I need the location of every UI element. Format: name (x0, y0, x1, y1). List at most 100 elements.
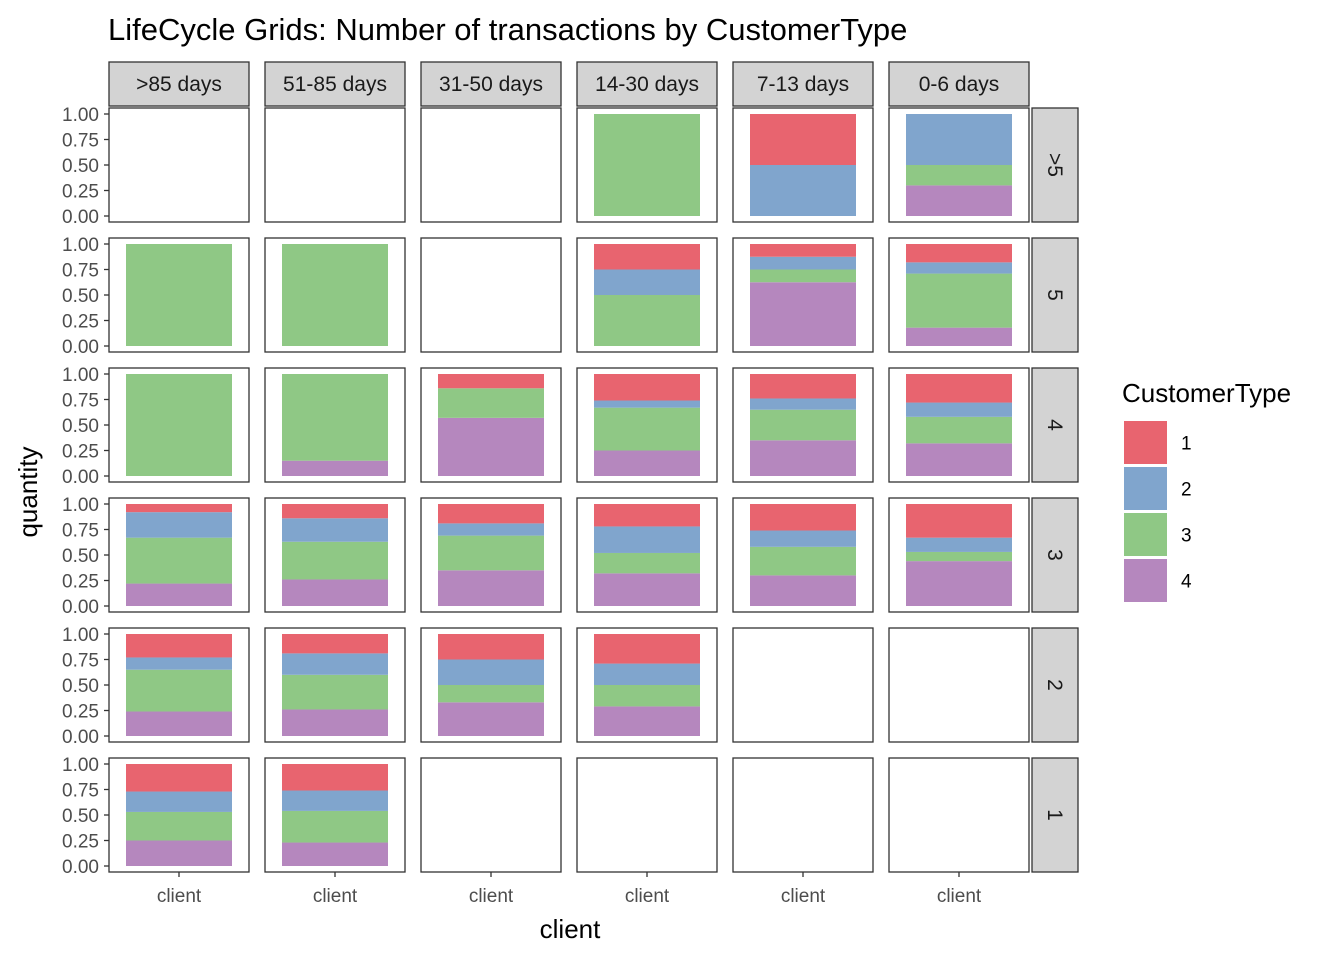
bar-segment-type-4 (906, 185, 1012, 216)
y-axis-row-5: 0.00 0.25 0.50 0.75 1.00 (62, 235, 109, 358)
bar-segment-type-2 (126, 512, 232, 538)
facet-strips: >85 days 51-85 days 31-50 days 14-30 days 7-… (108, 61, 1079, 873)
row-strip-4: 4 (1031, 367, 1079, 483)
bar-segment-type-2 (750, 256, 856, 270)
x-tick-label: client (625, 886, 670, 907)
panel-border (420, 107, 562, 223)
y-tick-label: 1.00 (62, 235, 99, 256)
bar-segment-type-3 (750, 409, 856, 441)
x-tick-label: client (781, 886, 826, 907)
bar-segment-type-2 (282, 653, 388, 675)
bar-segment-type-1 (594, 634, 700, 664)
y-tick-label: 1.00 (62, 495, 99, 516)
bar-segment-type-4 (438, 570, 544, 606)
bar-segment-type-2 (906, 402, 1012, 417)
bar-segment-type-3 (126, 537, 232, 584)
bar-segment-type-1 (594, 504, 700, 527)
bar-segment-type-2 (126, 791, 232, 812)
x-tick-label: client (469, 886, 514, 907)
row-strip-3: 3 (1031, 497, 1079, 613)
y-tick-label: 0.25 (62, 182, 99, 203)
bar-segment-type-1 (282, 504, 388, 519)
bar-segment-type-2 (282, 790, 388, 811)
legend-label: 2 (1181, 480, 1192, 501)
panel-4-14-30-days (576, 367, 718, 483)
panel-border (888, 757, 1030, 873)
bar-segment-type-3 (126, 811, 232, 841)
panel-gt5-14-30-days (576, 107, 718, 223)
y-axis-row-gt5: 0.00 0.25 0.50 0.75 1.00 (62, 105, 109, 228)
bar-segment-type-1 (750, 114, 856, 165)
panel-border (264, 107, 406, 223)
bar-segment-type-3 (906, 273, 1012, 328)
row-strip-label: 2 (1043, 679, 1066, 691)
y-tick-label: 0.25 (62, 312, 99, 333)
y-tick-label: 0.50 (62, 156, 99, 177)
bar-segment-type-4 (126, 711, 232, 736)
bar-segment-type-3 (438, 685, 544, 703)
y-tick-label: 1.00 (62, 105, 99, 126)
column-strip-label: 7-13 days (757, 73, 849, 96)
column-strip-label: 51-85 days (283, 73, 387, 96)
panel-border (420, 237, 562, 353)
bar-segment-type-1 (126, 504, 232, 513)
legend-item-1: 1 (1124, 421, 1192, 464)
bar-segment-type-4 (438, 702, 544, 736)
bar-segment-type-4 (282, 460, 388, 476)
panel-4-7-13-days (732, 367, 874, 483)
column-strip-7-13-days: 7-13 days (732, 61, 874, 107)
panel-3-31-50-days (420, 497, 562, 613)
panel-1-31-50-days (420, 757, 562, 873)
panel-3-7-13-days (732, 497, 874, 613)
bar-segment-type-3 (906, 416, 1012, 444)
bar-segment-type-3 (438, 388, 544, 418)
column-strip-label: 14-30 days (595, 73, 699, 96)
panel-4-31-50-days (420, 367, 562, 483)
y-axis-title: quantity (13, 446, 43, 537)
bar-segment-type-3 (282, 674, 388, 710)
panel-5-7-13-days (732, 237, 874, 353)
bar-segment-type-1 (282, 634, 388, 654)
panel-1-7-13-days (732, 757, 874, 873)
bar-segment-type-3 (594, 685, 700, 707)
panel-5-31-50-days (420, 237, 562, 353)
bar-segment-type-2 (750, 530, 856, 547)
y-tick-label: 0.75 (62, 261, 99, 282)
bar-segment-type-4 (906, 561, 1012, 606)
bar-segment-type-3 (750, 546, 856, 576)
panel-2-0-6-days (888, 627, 1030, 743)
y-tick-label: 0.00 (62, 337, 99, 358)
y-tick-label: 0.75 (62, 521, 99, 542)
panel-border (576, 757, 718, 873)
row-strip-label: 1 (1043, 809, 1066, 821)
bar-segment-type-2 (594, 400, 700, 408)
legend-item-3: 3 (1124, 513, 1192, 556)
bar-segment-type-3 (126, 669, 232, 712)
bar-segment-type-1 (750, 244, 856, 257)
column-strip-31-50-days: 31-50 days (420, 61, 562, 107)
bar-segment-type-1 (438, 504, 544, 524)
bar-segment-type-1 (438, 634, 544, 660)
panel-border (732, 627, 874, 743)
row-strip-1: 1 (1031, 757, 1079, 873)
x-axis-7-13-days: client (781, 872, 826, 907)
bar-segment-type-1 (906, 374, 1012, 403)
x-axis-14-30-days: client (625, 872, 670, 907)
bar-segment-type-4 (126, 583, 232, 606)
row-strip-2: 2 (1031, 627, 1079, 743)
bar-segment-type-3 (594, 295, 700, 346)
bar-segment-type-4 (906, 443, 1012, 476)
panel-2-31-50-days (420, 627, 562, 743)
bar-segment-type-1 (594, 244, 700, 270)
y-tick-label: 0.50 (62, 416, 99, 437)
bar-segment-type-4 (126, 840, 232, 866)
panel-3-14-30-days (576, 497, 718, 613)
bar-segment-type-1 (906, 244, 1012, 263)
bar-segment-type-3 (906, 165, 1012, 186)
panel-border (420, 757, 562, 873)
legend-label: 4 (1181, 572, 1192, 593)
bar-segment-type-3 (594, 552, 700, 574)
bar-segment-type-2 (906, 262, 1012, 274)
y-tick-label: 0.25 (62, 832, 99, 853)
row-strip-label: >5 (1043, 153, 1066, 177)
